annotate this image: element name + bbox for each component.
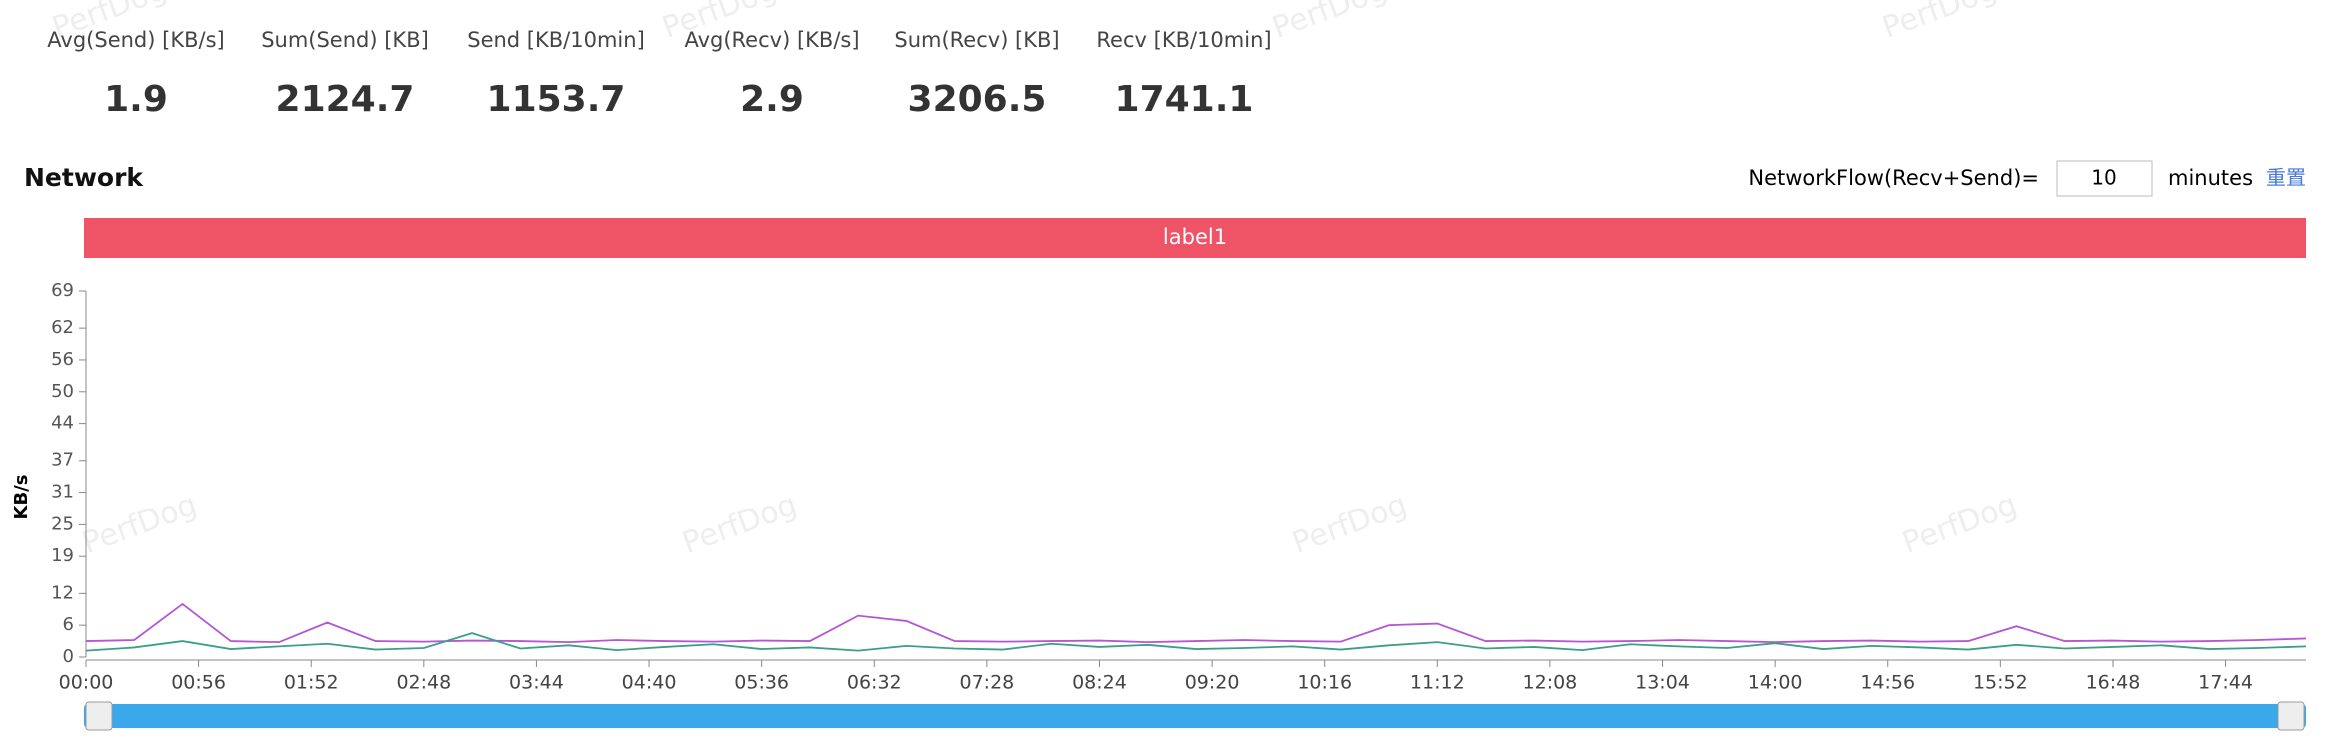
x-tick-label: 14:00 [1748,672,1803,694]
x-tick-label: 00:00 [59,672,114,694]
watermark: PerfDog [1268,0,1392,46]
flow-unit: minutes [2168,166,2253,190]
x-tick-label: 08:24 [1072,672,1127,694]
y-tick-label: 44 [51,413,74,434]
stat-label: Avg(Send) [KB/s] [47,28,224,52]
stat-value: 1153.7 [487,79,626,120]
y-tick-label: 0 [63,646,74,667]
y-tick-label: 25 [51,513,74,534]
y-tick-label: 19 [51,545,74,566]
watermark: PerfDog [1898,487,2022,561]
x-tick-label: 07:28 [959,672,1014,694]
series-line [85,632,2307,652]
y-tick-label: 37 [51,450,74,471]
stat-value: 2124.7 [276,79,415,120]
watermark: PerfDog [1878,0,2002,46]
y-tick-label: 69 [51,280,74,301]
y-tick-label: 31 [51,482,74,503]
slider-handle[interactable] [2277,701,2305,731]
stat-label: Recv [KB/10min] [1096,28,1271,52]
x-tick-label: 09:20 [1185,672,1240,694]
flow-label: NetworkFlow(Recv+Send)= [1748,166,2039,190]
stat-label: Sum(Send) [KB] [261,28,429,52]
x-tick-label: 15:52 [1973,672,2028,694]
stat-value: 1.9 [104,79,168,120]
x-tick-label: 17:44 [2198,672,2253,694]
stat-value: 2.9 [740,79,804,120]
series-line [85,602,2307,644]
reset-link[interactable]: 重置 [2266,166,2306,190]
watermark: PerfDog [1288,487,1412,561]
x-tick-label: 06:32 [847,672,902,694]
stat-label: Avg(Recv) [KB/s] [684,28,859,52]
stat-label: Sum(Recv) [KB] [894,28,1059,52]
label-band [84,218,2306,258]
stat-value: 1741.1 [1115,79,1254,120]
y-tick-label: 50 [51,381,74,402]
stat-label: Send [KB/10min] [467,28,645,52]
band-label: label1 [1163,225,1227,249]
y-tick-label: 12 [51,582,74,603]
x-tick-label: 03:44 [509,672,564,694]
x-tick-label: 02:48 [396,672,451,694]
zoom-slider[interactable] [84,704,2306,728]
flow-input-box[interactable] [2056,160,2153,197]
x-tick-label: 10:16 [1297,672,1352,694]
watermark: PerfDog [78,487,202,561]
x-tick-label: 11:12 [1410,672,1465,694]
y-tick-label: 6 [63,614,74,635]
x-tick-label: 12:08 [1523,672,1578,694]
y-tick-label: 62 [51,317,74,338]
watermark: PerfDog [678,487,802,561]
stat-value: 3206.5 [908,79,1047,120]
x-tick-label: 00:56 [171,672,226,694]
x-tick-label: 16:48 [2086,672,2141,694]
y-axis-label: KB/s [11,475,32,520]
x-tick-label: 04:40 [622,672,677,694]
slider-handle[interactable] [85,701,113,731]
flow-input[interactable]: 10 [2091,166,2116,190]
section-title: Network [24,163,144,192]
y-tick-label: 56 [51,349,74,370]
x-tick-label: 05:36 [734,672,789,694]
x-tick-label: 01:52 [284,672,339,694]
x-tick-label: 13:04 [1635,672,1690,694]
x-tick-label: 14:56 [1860,672,1915,694]
